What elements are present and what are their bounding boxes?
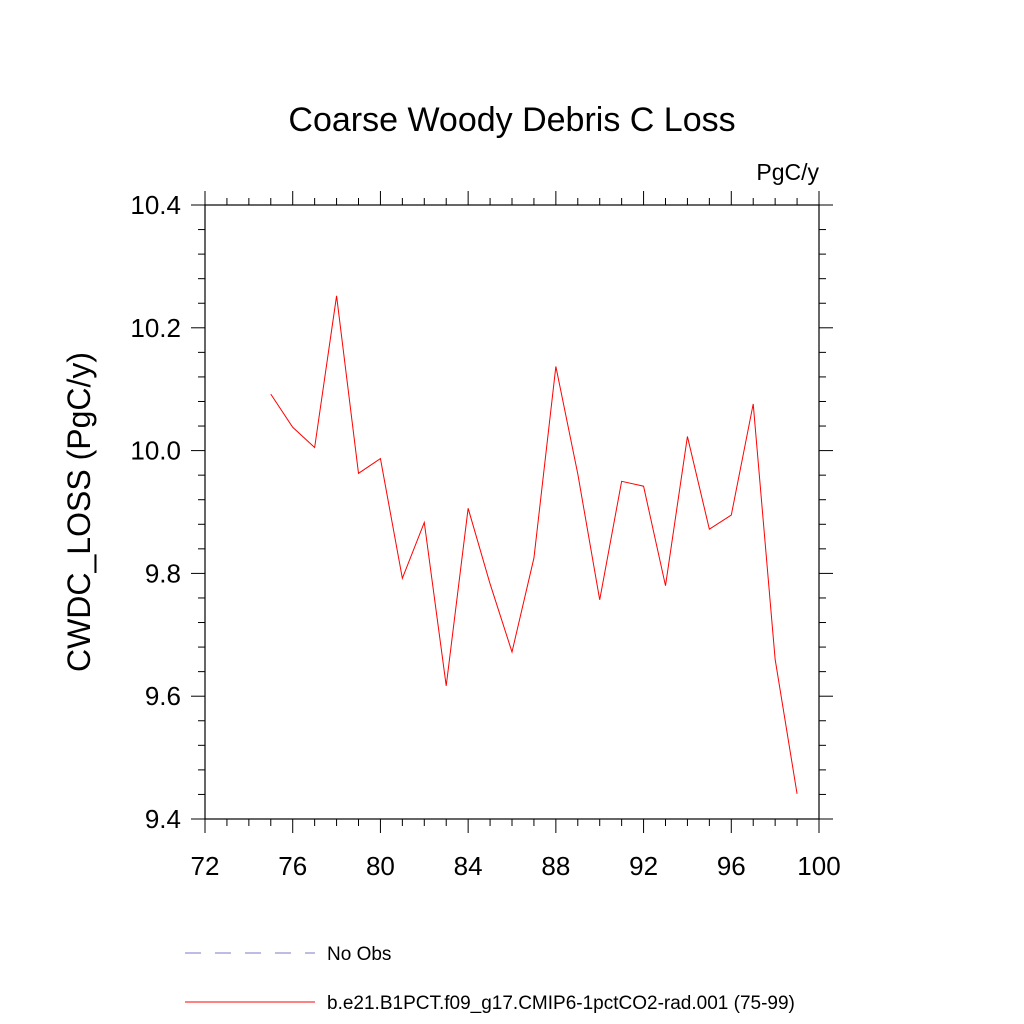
y-tick-label: 10.0: [130, 436, 181, 466]
plot-frame: [204, 204, 820, 820]
x-tick-label: 84: [454, 851, 483, 881]
x-tick-label: 72: [191, 851, 220, 881]
y-tick-label: 9.4: [145, 804, 181, 834]
series-lines: [270, 295, 798, 794]
y-axis-label: CWDC_LOSS (PgC/y): [61, 352, 97, 672]
chart-title: Coarse Woody Debris C Loss: [288, 101, 735, 139]
series-line: [270, 295, 798, 794]
legend-label: No Obs: [327, 944, 391, 965]
x-tick-label: 80: [366, 851, 395, 881]
legend: No Obs b.e21.B1PCT.f09_g17.CMIP6-1pctCO2-…: [185, 944, 795, 1014]
y-tick-label: 9.8: [145, 558, 181, 588]
x-tick-label: 92: [629, 851, 658, 881]
y-tick-labels: 9.4 9.6 9.8 10.0 10.2 10.4: [130, 190, 181, 834]
axis-ticks: [191, 191, 833, 833]
x-tick-label: 100: [797, 851, 840, 881]
legend-label: b.e21.B1PCT.f09_g17.CMIP6-1pctCO2-rad.00…: [327, 993, 795, 1014]
y-tick-label: 9.6: [145, 681, 181, 711]
x-tick-label: 88: [541, 851, 570, 881]
x-tick-label: 76: [278, 851, 307, 881]
units-label: PgC/y: [756, 159, 819, 185]
y-tick-label: 10.2: [130, 313, 181, 343]
y-tick-label: 10.4: [130, 190, 181, 220]
x-tick-label: 96: [717, 851, 746, 881]
x-tick-labels: 72 76 80 84 88 92 96 100: [191, 851, 841, 881]
